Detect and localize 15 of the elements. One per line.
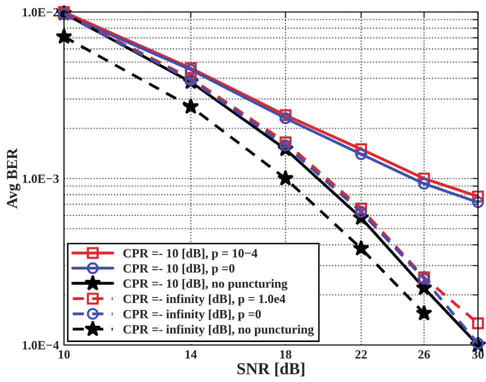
x-tick-label: 14 bbox=[186, 350, 197, 359]
legend-label: CPR =- infinity [dB], p = 1.0e4 bbox=[123, 294, 286, 306]
legend-label: CPR =- infinity [dB], p =0 bbox=[123, 309, 261, 321]
x-tick-label: 18 bbox=[280, 350, 292, 359]
x-tick-label: 26 bbox=[418, 350, 430, 359]
legend-label: CPR =- 10 [dB], p =0 bbox=[123, 264, 234, 276]
legend-label: CPR =- 10 [dB], no puncturing bbox=[123, 279, 288, 290]
x-tick-label: 10 bbox=[58, 350, 70, 359]
y-tick-label: 1.0E−4 bbox=[22, 341, 59, 350]
y-tick-label: 1.0E−3 bbox=[22, 174, 59, 184]
x-tick-label: 22 bbox=[355, 350, 367, 359]
legend-label: CPR =- 10 [dB], p = 10−4 bbox=[123, 248, 258, 260]
legend-label: CPR =- infinity [dB], no puncturing bbox=[123, 324, 314, 336]
x-axis-title: SNR [dB] bbox=[237, 362, 304, 376]
y-axis-title: Avg BER bbox=[6, 148, 20, 209]
